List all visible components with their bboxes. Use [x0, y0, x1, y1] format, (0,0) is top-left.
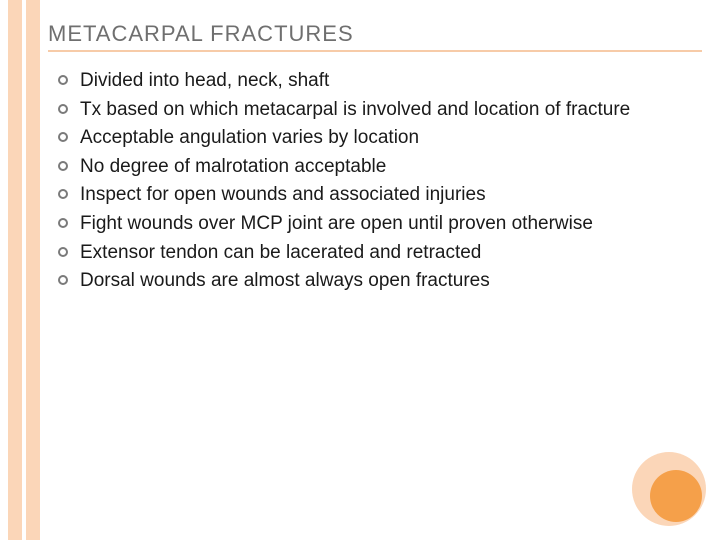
list-item-text: Extensor tendon can be lacerated and ret…	[80, 240, 481, 267]
bullet-ring-icon	[58, 218, 68, 228]
bullet-ring-icon	[58, 161, 68, 171]
list-item-text: Fight wounds over MCP joint are open unt…	[80, 211, 593, 238]
list-item-text: Divided into head, neck, shaft	[80, 68, 329, 95]
list-item-text: Tx based on which metacarpal is involved…	[80, 97, 630, 124]
bullet-ring-icon	[58, 132, 68, 142]
decorative-stripe-2	[26, 0, 40, 540]
list-item: Fight wounds over MCP joint are open unt…	[58, 211, 680, 238]
title-bar: METACARPAL FRACTURES	[48, 18, 702, 52]
bullet-ring-icon	[58, 75, 68, 85]
list-item: Dorsal wounds are almost always open fra…	[58, 268, 680, 295]
bullet-list: Divided into head, neck, shaft Tx based …	[58, 68, 680, 297]
list-item: Divided into head, neck, shaft	[58, 68, 680, 95]
list-item-text: Acceptable angulation varies by location	[80, 125, 419, 152]
bullet-ring-icon	[58, 247, 68, 257]
list-item-text: No degree of malrotation acceptable	[80, 154, 386, 181]
list-item: Inspect for open wounds and associated i…	[58, 182, 680, 209]
bullet-ring-icon	[58, 275, 68, 285]
list-item: Tx based on which metacarpal is involved…	[58, 97, 680, 124]
bullet-ring-icon	[58, 189, 68, 199]
page-title: METACARPAL FRACTURES	[48, 21, 354, 47]
decorative-circle-inner	[650, 470, 702, 522]
list-item-text: Inspect for open wounds and associated i…	[80, 182, 486, 209]
list-item: Extensor tendon can be lacerated and ret…	[58, 240, 680, 267]
list-item-text: Dorsal wounds are almost always open fra…	[80, 268, 490, 295]
list-item: Acceptable angulation varies by location	[58, 125, 680, 152]
decorative-stripe-1	[8, 0, 22, 540]
list-item: No degree of malrotation acceptable	[58, 154, 680, 181]
bullet-ring-icon	[58, 104, 68, 114]
